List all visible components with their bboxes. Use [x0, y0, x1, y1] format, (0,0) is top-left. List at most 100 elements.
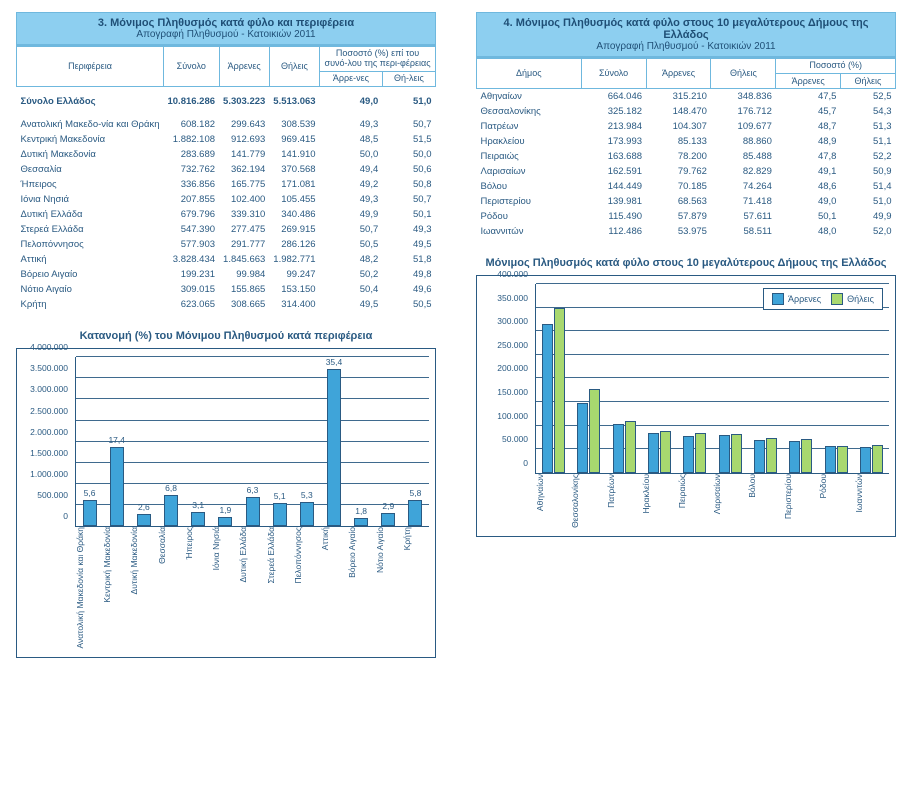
bar — [381, 513, 395, 526]
table3-head: Περιφέρεια Σύνολο Άρρενες Θήλεις Ποσοστό… — [17, 47, 436, 87]
table-cell: 269.915 — [269, 222, 319, 237]
table-cell: 52,0 — [840, 224, 895, 239]
bar-slot: 17,4 — [103, 357, 130, 526]
table-cell: 912.693 — [219, 132, 269, 147]
bar — [719, 435, 730, 473]
table-cell: 299.643 — [219, 117, 269, 132]
table-cell: 47,8 — [776, 149, 841, 164]
table-row: Δυτική Μακεδονία283.689141.779141.91050,… — [17, 147, 436, 162]
ytick-label: 400.000 — [480, 269, 528, 279]
col-pct4-f: Θήλεις — [840, 73, 895, 88]
ytick-label: 4.000.000 — [20, 342, 68, 352]
chart1-plot: 0500.0001.000.0001.500.0002.000.0002.500… — [75, 357, 429, 527]
table-cell: 141.779 — [219, 147, 269, 162]
table-row: Ιόνια Νησιά207.855102.400105.45549,350,7 — [17, 192, 436, 207]
table-cell: 50,7 — [382, 117, 435, 132]
table-cell: 5.513.063 — [269, 94, 319, 109]
table-cell: 52,5 — [840, 88, 895, 104]
table-cell: 309.015 — [163, 282, 219, 297]
table-cell: 51,4 — [840, 179, 895, 194]
chart2-block: Μόνιμος Πληθυσμός κατά φύλο στους 10 μεγ… — [476, 257, 896, 537]
bar — [273, 503, 287, 526]
table-cell: 49,3 — [320, 192, 383, 207]
table-cell: 99.984 — [219, 267, 269, 282]
table-cell: 112.486 — [581, 224, 646, 239]
bar-slot: 5,6 — [76, 357, 103, 526]
table-cell: 50,0 — [320, 147, 383, 162]
bar-slot — [571, 284, 606, 473]
table4-header: 4. Μόνιμος Πληθυσμός κατά φύλο στους 10 … — [476, 12, 896, 57]
ytick-label: 200.000 — [480, 363, 528, 373]
bar — [613, 424, 624, 473]
bar-slot — [712, 284, 747, 473]
table-cell: 50,5 — [320, 237, 383, 252]
ytick-label: 3.500.000 — [20, 363, 68, 373]
table-cell: 3.828.434 — [163, 252, 219, 267]
table-cell: 339.310 — [219, 207, 269, 222]
bar — [789, 441, 800, 473]
legend-swatch-blue — [772, 293, 784, 305]
bar — [825, 446, 836, 473]
table-cell: 57.611 — [711, 209, 776, 224]
table-cell: 105.455 — [269, 192, 319, 207]
right-column: 4. Μόνιμος Πληθυσμός κατά φύλο στους 10 … — [476, 12, 896, 537]
bar-slot — [607, 284, 642, 473]
table-cell: 577.903 — [163, 237, 219, 252]
bar-slot: 3,1 — [185, 357, 212, 526]
table-cell: 88.860 — [711, 134, 776, 149]
table-row: Ηρακλείου173.99385.13388.86048,951,1 — [477, 134, 896, 149]
bar — [354, 518, 368, 526]
table-cell: 51,8 — [382, 252, 435, 267]
table-cell: 50,6 — [382, 162, 435, 177]
bar — [625, 421, 636, 473]
bar-value-label: 1,9 — [219, 505, 231, 515]
table-cell: 50,0 — [382, 147, 435, 162]
table-cell: 153.150 — [269, 282, 319, 297]
ytick-label: 2.500.000 — [20, 406, 68, 416]
bar — [408, 500, 422, 526]
table-row: Θεσσαλονίκης325.182148.470176.71245,754,… — [477, 104, 896, 119]
col-pct-f: Θή-λεις — [382, 71, 435, 86]
table-row: Πατρέων213.984104.307109.67748,751,3 — [477, 119, 896, 134]
table-cell: 49,4 — [320, 162, 383, 177]
table-cell: 54,3 — [840, 104, 895, 119]
table-cell: Ρόδου — [477, 209, 582, 224]
table-row: Ήπειρος336.856165.775171.08149,250,8 — [17, 177, 436, 192]
bar — [648, 433, 659, 473]
table-cell: Κεντρική Μακεδονία — [17, 132, 164, 147]
table-row: Πελοπόννησος577.903291.777286.12650,549,… — [17, 237, 436, 252]
table-row: Αθηναίων664.046315.210348.83647,552,5 — [477, 88, 896, 104]
table-cell: 139.981 — [581, 194, 646, 209]
chart1-block: Κατανομή (%) του Μόνιμου Πληθυσμού κατά … — [16, 330, 436, 658]
table3-body: Σύνολο Ελλάδος10.816.2865.303.2235.513.0… — [17, 86, 436, 312]
xlabel: Λαρισαίων — [712, 474, 747, 518]
table-cell: 199.231 — [163, 267, 219, 282]
table-cell: 45,7 — [776, 104, 841, 119]
bar-slot: 5,3 — [293, 357, 320, 526]
bar — [731, 434, 742, 473]
table-cell: 969.415 — [269, 132, 319, 147]
xlabel: Κεντρική Μακεδονία — [102, 527, 129, 607]
bar-slot — [783, 284, 818, 473]
col-pct4: Ποσοστό (%) — [776, 59, 896, 74]
bar — [766, 438, 777, 473]
table-cell: 74.264 — [711, 179, 776, 194]
table-cell: 48,5 — [320, 132, 383, 147]
table-cell: Πελοπόννησος — [17, 237, 164, 252]
table-cell: 171.081 — [269, 177, 319, 192]
bar-slot — [818, 284, 853, 473]
table-cell: Κρήτη — [17, 297, 164, 312]
table-cell: 49,5 — [382, 237, 435, 252]
bar-value-label: 35,4 — [326, 357, 343, 367]
table-cell: 102.400 — [219, 192, 269, 207]
col-total4: Σύνολο — [581, 59, 646, 89]
bar-slot: 6,3 — [239, 357, 266, 526]
bar — [300, 502, 314, 526]
table-cell: 176.712 — [711, 104, 776, 119]
table-cell: 104.307 — [646, 119, 711, 134]
table-cell: 48,9 — [776, 134, 841, 149]
table-cell: 623.065 — [163, 297, 219, 312]
table-cell: 5.303.223 — [219, 94, 269, 109]
xlabel: Ιόνια Νησιά — [211, 527, 238, 574]
table-cell: 370.568 — [269, 162, 319, 177]
